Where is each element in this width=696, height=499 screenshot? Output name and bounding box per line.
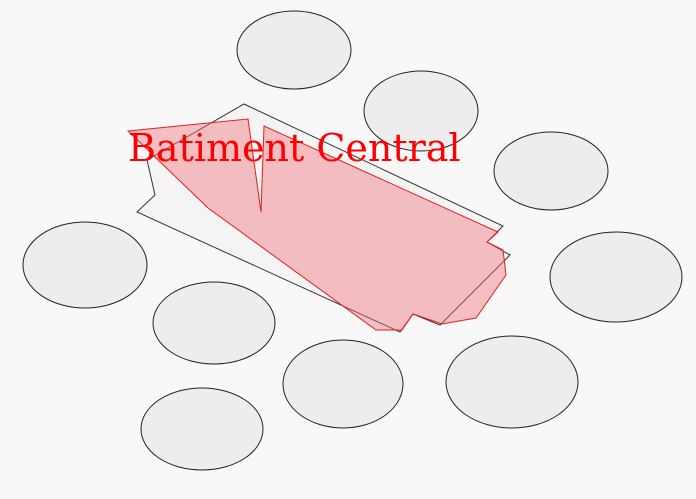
ellipse-4[interactable] <box>549 231 683 323</box>
ellipse-5[interactable] <box>22 221 148 309</box>
ellipse-9[interactable] <box>140 387 264 471</box>
ellipse-8[interactable] <box>445 335 579 429</box>
building-label: Batiment Central <box>128 126 461 170</box>
ellipse-6[interactable] <box>152 281 276 365</box>
ellipse-2[interactable] <box>363 70 479 152</box>
ellipse-3[interactable] <box>493 131 609 211</box>
ellipse-7[interactable] <box>282 339 404 429</box>
ellipse-1[interactable] <box>236 10 352 90</box>
highlight-polygon[interactable] <box>126 118 507 331</box>
